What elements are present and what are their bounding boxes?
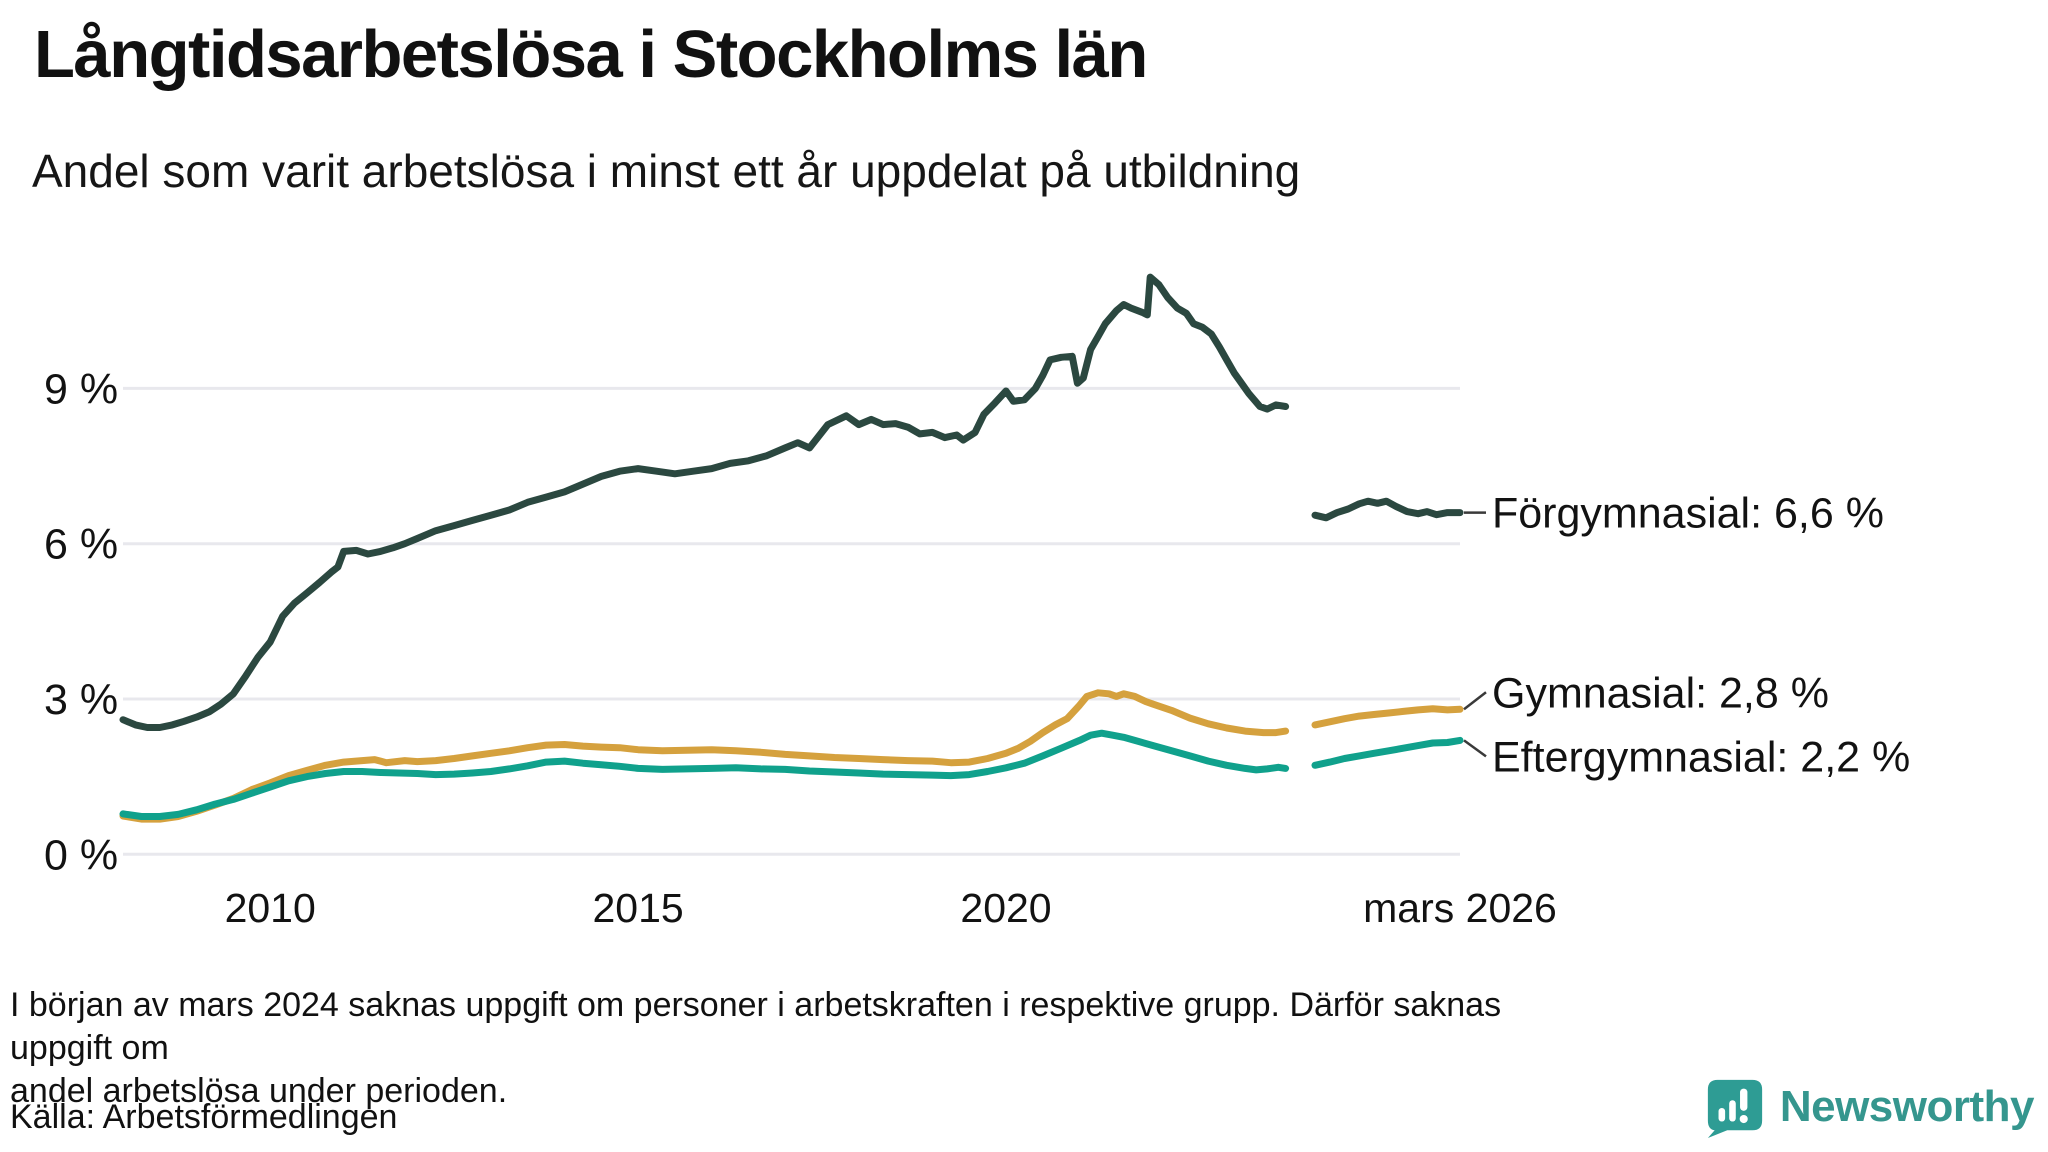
- label-connector: [1463, 691, 1487, 711]
- x-tick-label: 2020: [960, 885, 1051, 931]
- page-title: Långtidsarbetslösa i Stockholms län: [34, 17, 1148, 92]
- series-end-label-gymnasial: Gymnasial: 2,8 %: [1492, 669, 1829, 717]
- page-subtitle: Andel som varit arbetslösa i minst ett å…: [32, 145, 1301, 197]
- x-tick-label: 2010: [225, 885, 316, 931]
- chart-footnote: I början av mars 2024 saknas uppgift om …: [10, 984, 1610, 1113]
- series-line-gymnasial: [119, 689, 1464, 823]
- footnote-line-1: I början av mars 2024 saknas uppgift om …: [10, 986, 1502, 1067]
- footnote-line-2: andel arbetslösa under perioden.: [10, 1072, 508, 1110]
- y-tick-label: 6 %: [44, 521, 118, 569]
- label-connector: [1463, 739, 1487, 758]
- series-end-label-eftergymnasial: Eftergymnasial: 2,2 %: [1492, 733, 1910, 781]
- y-tick-label: 9 %: [44, 365, 118, 413]
- series-line-eftergymnasial: [119, 729, 1464, 820]
- source-label: Källa: Arbetsförmedlingen: [10, 1098, 398, 1136]
- y-tick-label: 0 %: [44, 831, 118, 879]
- x-tick-label: mars 2026: [1363, 885, 1557, 931]
- x-tick-label: 2015: [592, 885, 683, 931]
- series-line-förgymnasial: [119, 273, 1464, 731]
- y-tick-label: 3 %: [44, 676, 118, 724]
- series-end-label-förgymnasial: Förgymnasial: 6,6 %: [1492, 490, 1884, 538]
- newsworthy-logo: Newsworthy: [1704, 1076, 2035, 1138]
- newsworthy-wordmark: Newsworthy: [1779, 1082, 2035, 1131]
- newsworthy-badge-icon: [1707, 1079, 1762, 1138]
